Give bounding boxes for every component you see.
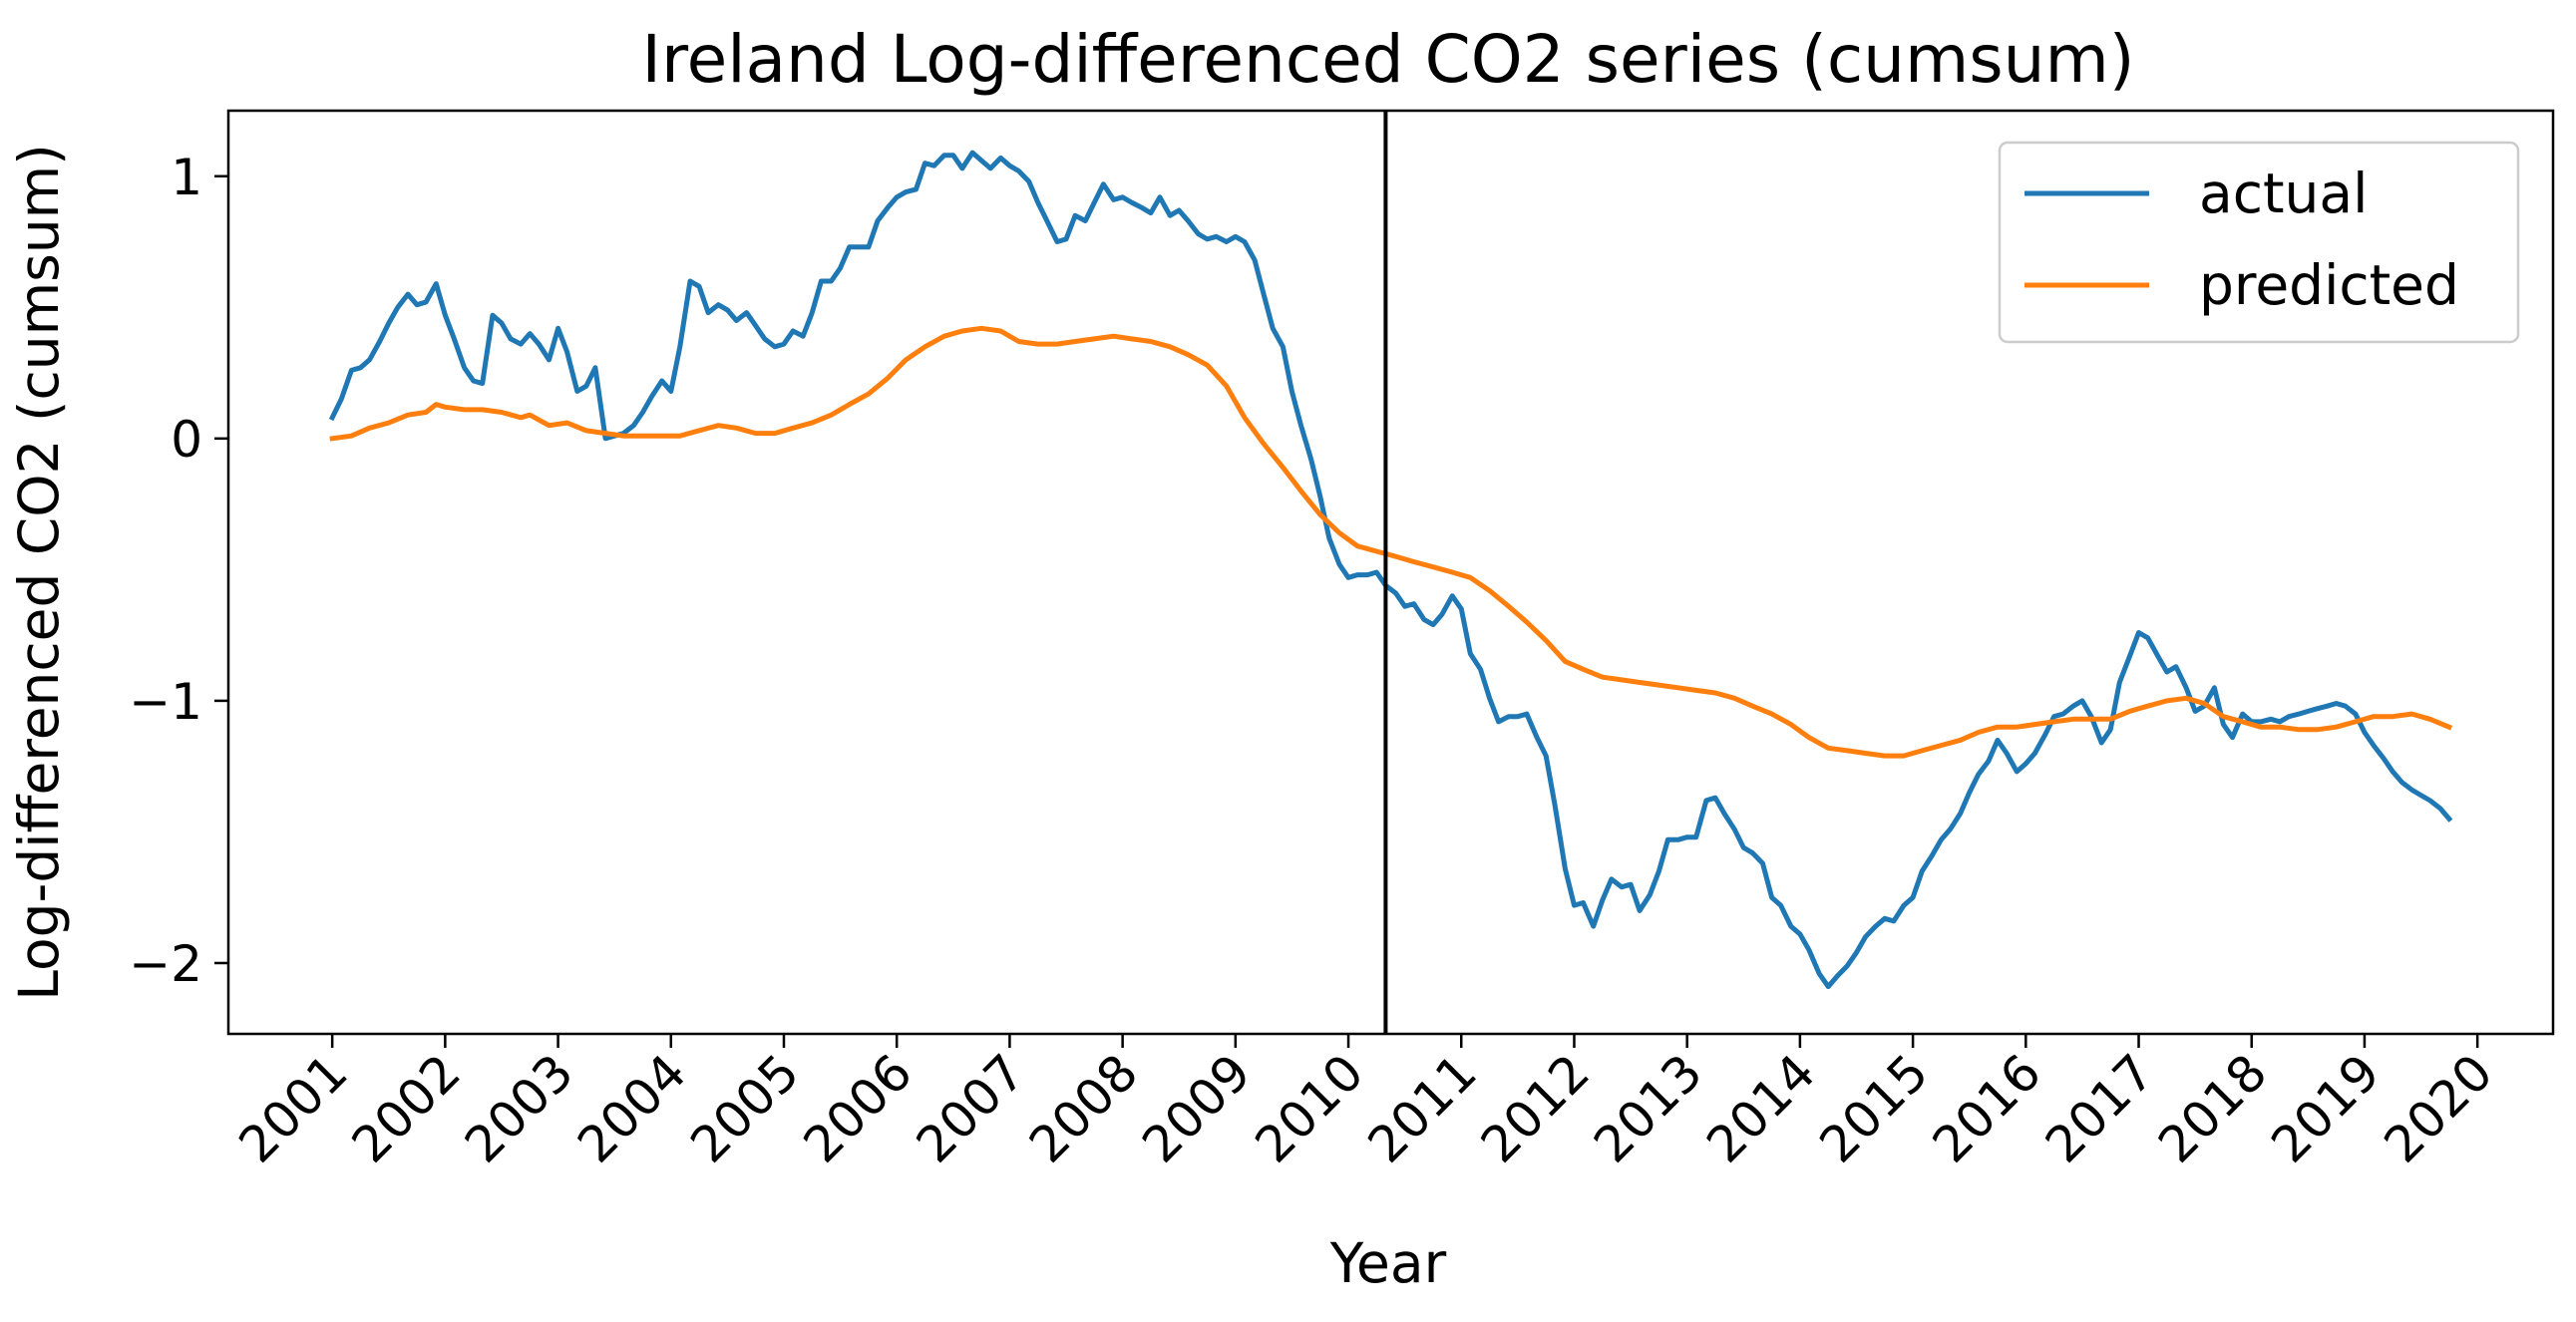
series-line-actual: [328, 150, 2453, 990]
legend: actual predicted: [1998, 141, 2520, 344]
chart-title: Ireland Log-differenced CO2 series (cums…: [642, 21, 2135, 98]
x-axis-label: Year: [1329, 1231, 1447, 1295]
legend-label-actual: actual: [2199, 162, 2368, 225]
legend-label-predicted: predicted: [2199, 253, 2459, 317]
y-tick-label: 0: [171, 411, 202, 469]
y-axis-label: Log-differenced CO2 (cumsum): [7, 144, 71, 1000]
series-line-predicted: [329, 325, 2453, 759]
y-tick-label: −1: [129, 673, 202, 731]
series-layer: [328, 150, 2453, 990]
y-tick-label: −2: [129, 935, 202, 993]
y-tick-label: 1: [171, 149, 202, 206]
plot-area-frame: [226, 109, 2555, 1036]
